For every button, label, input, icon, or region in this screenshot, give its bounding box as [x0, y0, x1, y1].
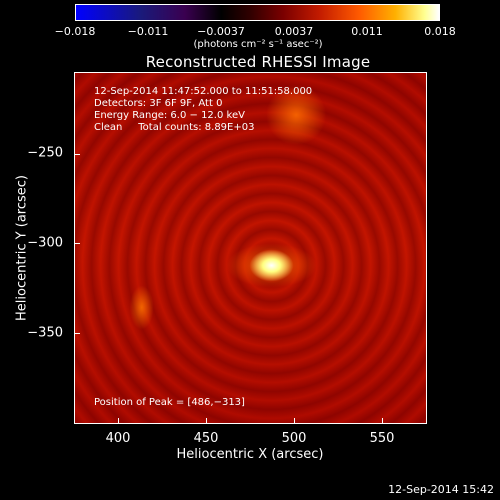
colorbar-tick: 0.011 [351, 25, 383, 38]
y-tick-mark [74, 333, 80, 334]
x-axis-label: Heliocentric X (arcsec) [176, 447, 324, 462]
image-title: Reconstructed RHESSI Image [145, 53, 371, 71]
x-tick-mark [382, 418, 383, 424]
y-tick-label: −350 [27, 325, 63, 341]
x-tick-label: 450 [193, 431, 219, 446]
colorbar-tick: 0.0037 [274, 25, 314, 38]
annotation-energy-range: Energy Range: 6.0 − 12.0 keV [94, 110, 245, 121]
x-tick-label: 550 [369, 431, 395, 446]
x-tick-label: 500 [281, 431, 307, 446]
colorbar-tick: 0.018 [424, 25, 456, 38]
y-tick-mark [74, 243, 80, 244]
colorbar-unit-label: (photons cm⁻² s⁻¹ asec⁻²) [193, 39, 323, 50]
x-tick-mark [294, 418, 295, 424]
annotation-total-counts: Clean Total counts: 8.89E+03 [94, 122, 255, 133]
annotation-peak-position: Position of Peak = [486,−313] [94, 397, 245, 408]
y-axis-label: Heliocentric Y (arcsec) [14, 175, 30, 321]
x-tick-mark [206, 418, 207, 424]
y-tick-mark [74, 154, 80, 155]
colorbar [75, 4, 440, 21]
x-tick-label: 400 [105, 431, 131, 446]
rhessi-image [74, 72, 427, 424]
colorbar-tick: −0.018 [54, 25, 96, 38]
annotation-time-range: 12-Sep-2014 11:47:52.000 to 11:51:58.000 [94, 86, 313, 97]
render-timestamp: 12-Sep-2014 15:42 [388, 483, 494, 496]
x-tick-mark [118, 418, 119, 424]
y-tick-label: −300 [27, 235, 63, 251]
colorbar-tick: −0.011 [127, 25, 169, 38]
y-tick-label: −250 [27, 145, 63, 161]
colorbar-tick: −0.0037 [197, 25, 245, 38]
annotation-detectors: Detectors: 3F 6F 9F, Att 0 [94, 98, 223, 109]
